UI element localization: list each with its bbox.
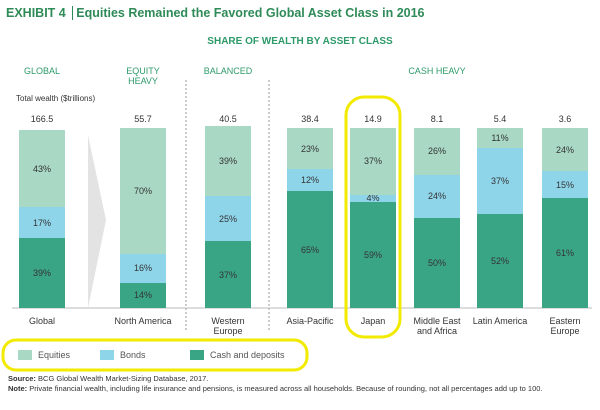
value-label: 24% <box>427 191 446 202</box>
group-label: CASH HEAVY <box>408 66 466 76</box>
value-label: 59% <box>363 249 382 260</box>
bar-segment <box>414 128 460 175</box>
x-tick-label: Asia-Pacific <box>286 316 334 326</box>
value-label: 61% <box>555 248 574 259</box>
note-text: Private financial wealth, including life… <box>29 384 543 393</box>
total: 55.7 <box>134 114 152 124</box>
bar-segment <box>120 282 166 308</box>
chart-title: Equities Remained the Favored Global Ass… <box>76 6 425 20</box>
legend-swatch <box>100 350 114 360</box>
value-label: 11% <box>491 132 509 143</box>
note-label: Note: <box>8 384 28 393</box>
value-label: 39% <box>32 267 51 278</box>
x-tick-label: Eastern Europe <box>549 316 581 336</box>
bar-segment <box>350 128 396 195</box>
bar-segment <box>477 147 523 215</box>
x-tick-label: Middle East and Africa <box>413 316 461 336</box>
bar-segment <box>287 169 333 191</box>
value-label: 52% <box>490 256 509 267</box>
bar-segment <box>542 198 588 308</box>
value-label: 12% <box>300 175 319 186</box>
total: 166.5 <box>30 114 54 124</box>
value-label: 24% <box>555 144 574 155</box>
bar-segment <box>205 241 251 308</box>
total: 14.9 <box>364 114 382 124</box>
value-label: 39% <box>218 156 237 167</box>
total: 38.4 <box>301 114 319 124</box>
value-label: 26% <box>427 146 446 157</box>
group-label: GLOBAL <box>23 66 61 76</box>
bar-segment <box>19 237 65 308</box>
value-label: 43% <box>32 163 51 174</box>
bar-segment <box>205 196 251 242</box>
legend-label: Bonds <box>120 350 146 360</box>
bar-segment <box>542 128 588 172</box>
source-text: BCG Global Wealth Market-Sizing Database… <box>38 374 209 383</box>
x-tick-label: Japan <box>360 316 386 326</box>
bar-segment <box>287 191 333 308</box>
bar-segment <box>350 194 396 202</box>
group-label: EQUITY HEAVY <box>126 66 160 86</box>
bar-segment <box>477 128 523 148</box>
legend-swatch <box>190 350 204 360</box>
bar-segment <box>414 218 460 308</box>
group-label: BALANCED <box>203 66 253 76</box>
bar-segment <box>414 174 460 218</box>
value-label: 50% <box>427 258 446 268</box>
value-label: 37% <box>218 269 237 280</box>
x-tick-label: Western Europe <box>211 316 245 336</box>
bar-segment <box>19 129 65 208</box>
bar-segment <box>205 126 251 197</box>
total: 8.1 <box>430 114 444 124</box>
value-label: 70% <box>133 186 152 196</box>
value-label: 4% <box>366 193 380 204</box>
value-label: 15% <box>555 179 574 190</box>
totals-label: Total wealth ($trillions) <box>16 94 96 103</box>
highlight <box>1 338 309 372</box>
arrow <box>88 135 106 308</box>
source: Source: BCG Global Wealth Market-Sizing … <box>8 374 593 394</box>
x-tick-label: North America <box>114 316 172 326</box>
value-label: 25% <box>218 213 237 224</box>
value-label: 23% <box>300 143 319 154</box>
source-label: Source: <box>8 374 36 383</box>
legend-swatch <box>18 350 32 360</box>
bar-segment <box>120 254 166 283</box>
bar-segment <box>19 207 65 238</box>
value-label: 37% <box>490 176 509 187</box>
value-label: 65% <box>300 244 319 255</box>
total: 3.6 <box>558 114 572 124</box>
x-tick-label: Global <box>28 316 55 326</box>
exhibit: EXHIBIT 4 <box>6 6 66 20</box>
value-label: 17% <box>32 217 51 228</box>
legend-label: Equities <box>38 350 71 360</box>
value-label: 16% <box>133 263 152 274</box>
total: 5.4 <box>493 114 507 124</box>
title-row: EXHIBIT 4 Equities Remained the Favored … <box>6 6 425 20</box>
subtitle: SHARE OF WEALTH BY ASSET CLASS <box>207 36 393 47</box>
value-label: 37% <box>363 156 382 167</box>
bar-segment <box>350 201 396 308</box>
total: 40.5 <box>219 114 237 124</box>
bar-segment <box>477 214 523 308</box>
x-tick-label: Latin America <box>472 316 528 326</box>
bar-segment <box>287 128 333 170</box>
bar-segment <box>120 128 166 254</box>
highlight <box>344 95 402 339</box>
legend-label: Cash and deposits <box>210 350 285 360</box>
bar-segment <box>542 171 588 199</box>
value-label: 14% <box>133 290 152 301</box>
